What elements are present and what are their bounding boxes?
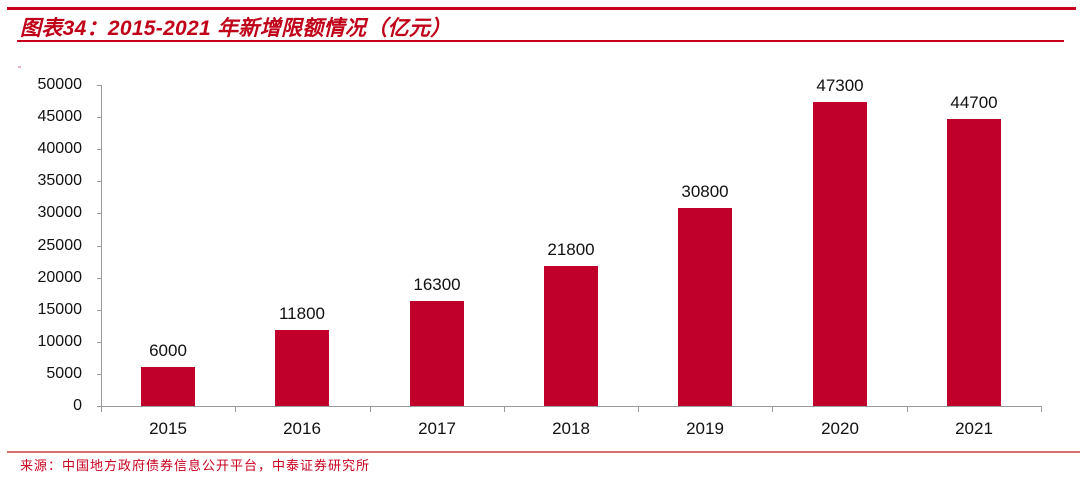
bar-2018 <box>544 266 598 406</box>
y-tick-mark <box>97 309 102 311</box>
x-tick-mark <box>907 406 908 412</box>
x-category-label: 2021 <box>955 419 993 438</box>
x-category-label: 2019 <box>686 419 724 438</box>
bar-chart: 0 5000 10000 15000 20000 25000 30000 35000 40000… <box>18 66 1042 438</box>
y-tick-label: 50000 <box>37 76 83 93</box>
bar-2015 <box>141 367 195 406</box>
source-note: 来源：中国地方政府债券信息公开平台，中泰证券研究所 <box>20 459 371 474</box>
x-tick-mark <box>370 406 371 412</box>
x-category-label: 2020 <box>821 419 859 438</box>
x-tick-mark <box>638 406 639 412</box>
bar-value-label: 30800 <box>681 182 729 201</box>
y-tick-mark <box>97 406 102 407</box>
y-tick-label: 30000 <box>37 204 83 222</box>
x-tick-mark <box>1041 406 1042 412</box>
y-tick-label: 25000 <box>37 236 83 254</box>
y-tick-mark <box>97 341 102 343</box>
bar-value-label: 6000 <box>149 341 187 360</box>
x-category-label: 2016 <box>283 419 321 438</box>
y-tick-mark <box>97 149 102 151</box>
chart-title: 图表34：2015-2021 年新增限额情况（亿元） <box>20 17 452 40</box>
bar-value-label: 11800 <box>278 304 325 323</box>
y-tick-label: 45000 <box>37 108 83 126</box>
x-tick-mark <box>101 406 102 412</box>
bar-2019 <box>678 208 732 406</box>
x-tick-mark <box>772 406 773 412</box>
bar-value-label: 47300 <box>816 76 864 95</box>
bar-value-label: 16300 <box>413 275 461 294</box>
y-tick-mark <box>97 277 102 279</box>
source-divider <box>7 451 1080 453</box>
y-tick-label: 35000 <box>37 172 83 190</box>
y-tick-label: 40000 <box>37 140 83 158</box>
bar-2017 <box>410 301 464 406</box>
y-tick-mark <box>97 373 102 375</box>
y-tick-label: 15000 <box>37 300 83 318</box>
top-rule <box>7 7 1076 10</box>
y-tick-mark <box>97 213 102 215</box>
bar-2020 <box>813 102 867 406</box>
x-tick-mark <box>504 406 505 412</box>
bar-2016 <box>275 330 329 406</box>
x-category-label: 2015 <box>149 419 187 438</box>
y-tick-mark <box>97 181 102 183</box>
bar-value-label: 44700 <box>950 93 998 112</box>
y-tick-label: 20000 <box>37 268 83 286</box>
y-tick-mark <box>97 245 102 247</box>
x-category-label: 2018 <box>552 419 590 438</box>
y-tick-label: 10000 <box>37 332 83 350</box>
x-category-label: 2017 <box>418 419 456 438</box>
title-divider <box>17 40 1064 42</box>
bar-2021 <box>947 119 1001 406</box>
x-axis <box>97 406 1042 407</box>
bar-value-label: 21800 <box>547 240 595 259</box>
y-tick-label: 0 <box>73 397 82 414</box>
x-tick-mark <box>235 406 236 412</box>
y-tick-mark <box>97 117 102 119</box>
corner-mark <box>18 66 21 68</box>
y-tick-mark <box>97 85 102 86</box>
y-tick-label: 5000 <box>46 364 82 382</box>
